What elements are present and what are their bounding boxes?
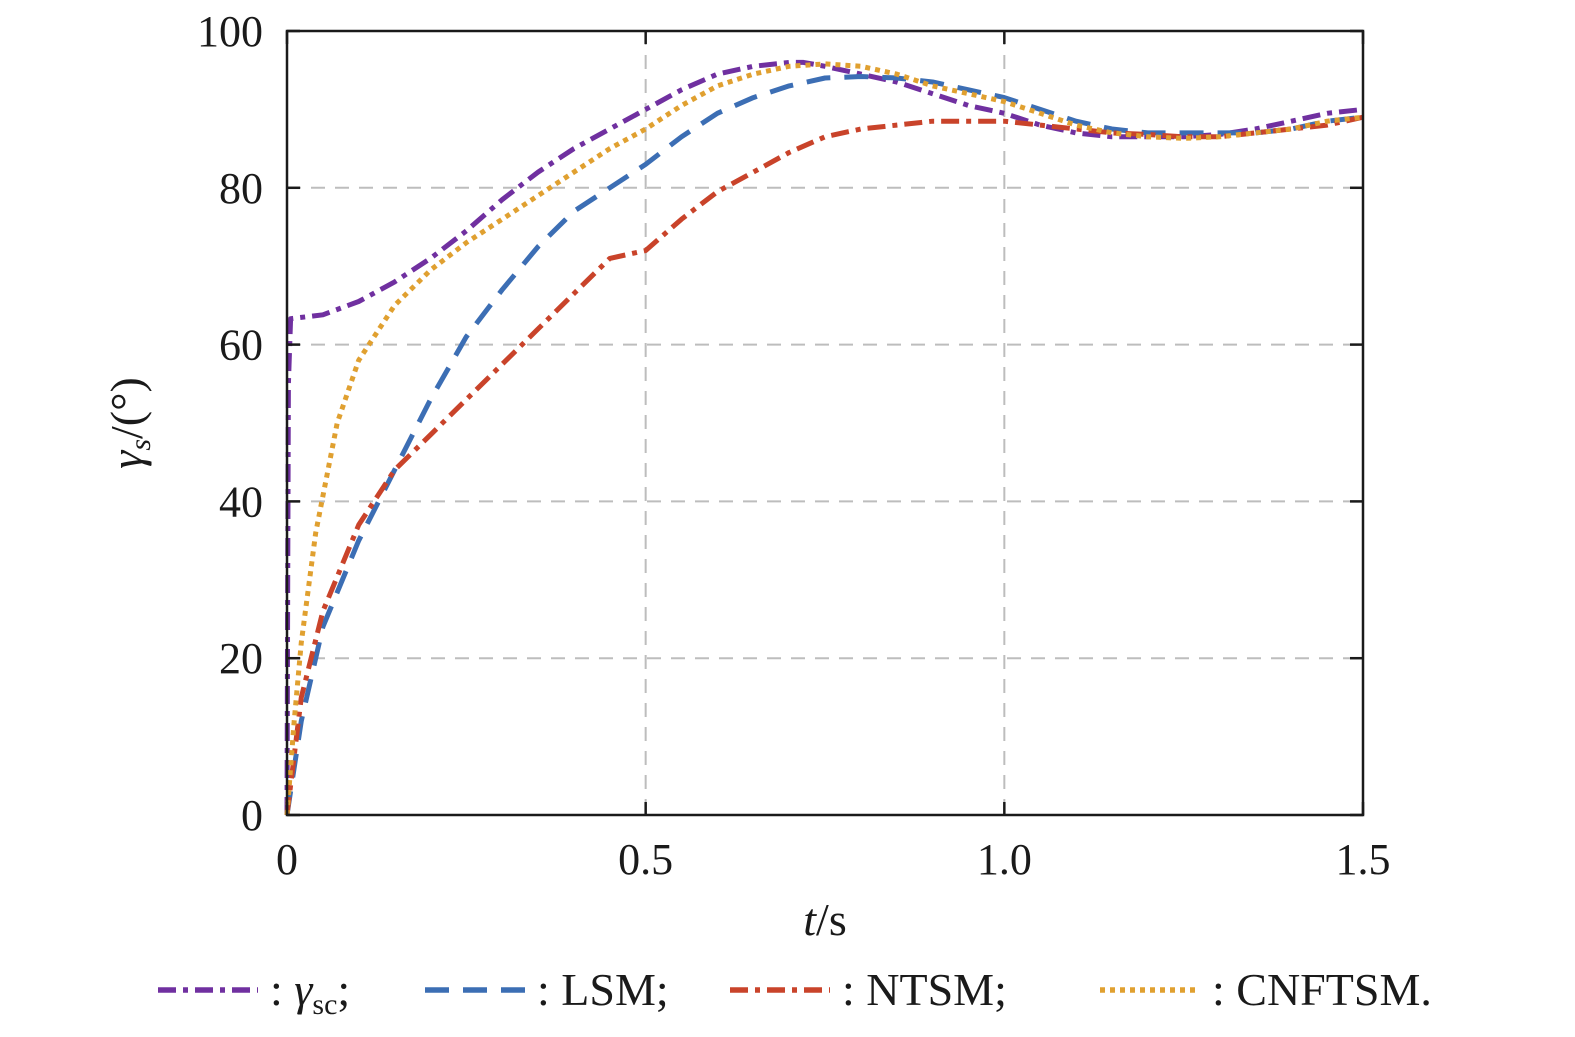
y-tick-label: 60 — [219, 321, 263, 370]
series-line-lsm — [284, 74, 1364, 816]
y-tick-label: 80 — [219, 164, 263, 213]
tick-labels: 0 0.5 1.0 1.5 0 20 40 60 80 100 — [197, 7, 1391, 884]
legend-suffix-gsc: ; — [337, 964, 350, 1015]
legend-name-sub-gsc: sc — [312, 988, 337, 1021]
legend-item-cnftsm: : CNFTSM. — [1100, 964, 1432, 1015]
legend: : γsc; : LSM; : NTSM; : CNFTSM. — [158, 964, 1432, 1021]
legend-name-gsc: γ — [294, 964, 314, 1015]
x-tick-label: 1.0 — [977, 835, 1032, 884]
legend-label-lsm: : LSM; — [537, 964, 669, 1015]
x-tick-label: 1.5 — [1336, 835, 1391, 884]
legend-suffix-lsm: ; — [656, 964, 669, 1015]
y-axis-label: γs/(°) — [101, 377, 157, 469]
y-tick-label: 20 — [219, 634, 263, 683]
legend-prefix-cnftsm: : — [1212, 964, 1236, 1015]
legend-item-gsc: : γsc; — [158, 964, 350, 1021]
x-tick-label: 0.5 — [618, 835, 673, 884]
legend-item-lsm: : LSM; — [425, 964, 669, 1015]
legend-label-gsc: : γsc; — [270, 964, 350, 1021]
legend-suffix-cnftsm: . — [1420, 964, 1432, 1015]
y-tick-label: 40 — [219, 477, 263, 526]
x-axis-variable: t — [803, 894, 817, 945]
legend-suffix-ntsm: ; — [994, 964, 1007, 1015]
y-tick-label: 100 — [197, 7, 263, 56]
legend-name-cnftsm: CNFTSM — [1236, 964, 1420, 1015]
legend-name-lsm: LSM — [561, 964, 656, 1015]
legend-label-cnftsm: : CNFTSM. — [1212, 964, 1432, 1015]
axis-ticks — [285, 29, 1365, 817]
legend-prefix-ntsm: : — [842, 964, 866, 1015]
legend-prefix-gsc: : — [270, 964, 294, 1015]
y-axis-unit: /(°) — [101, 377, 152, 439]
y-axis-variable: γ — [101, 449, 152, 469]
x-tick-label: 0 — [276, 835, 298, 884]
legend-item-ntsm: : NTSM; — [730, 964, 1007, 1015]
x-axis-label: t/s — [803, 894, 846, 945]
y-tick-label: 0 — [241, 791, 263, 840]
legend-label-ntsm: : NTSM; — [842, 964, 1007, 1015]
data-series — [284, 59, 1364, 816]
legend-name-ntsm: NTSM — [866, 964, 994, 1015]
y-axis-variable-subscript: s — [124, 439, 157, 451]
legend-prefix-lsm: : — [537, 964, 561, 1015]
x-axis-unit: /s — [816, 894, 847, 945]
plot-area-frame — [285, 29, 1365, 817]
series-line-cnftsm — [284, 61, 1364, 816]
